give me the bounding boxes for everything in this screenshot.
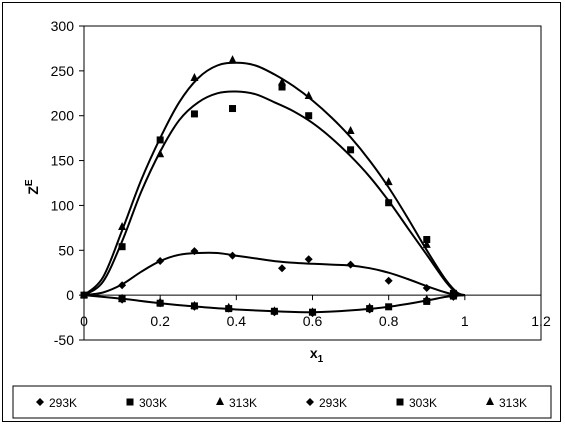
- data-point-triangle-313k: [346, 125, 355, 134]
- legend-label: 293K: [319, 396, 347, 410]
- plot-area: [83, 25, 542, 341]
- data-point-diamond-293k: [156, 257, 165, 266]
- data-point-square-303k: [385, 199, 393, 207]
- data-point-square-303k: [385, 303, 393, 311]
- data-point-diamond-293k: [228, 251, 237, 260]
- data-point-diamond-293k: [278, 264, 287, 273]
- x-tick-label: 0.4: [227, 313, 247, 329]
- legend-label: 303K: [409, 396, 437, 410]
- data-point-triangle-313k: [224, 302, 233, 311]
- legend-marker-diamond: [306, 398, 314, 406]
- data-point-square-303k: [156, 136, 164, 144]
- data-point-triangle-313k: [228, 55, 237, 64]
- data-point-diamond-293k: [384, 276, 393, 285]
- data-point-diamond-293k: [118, 281, 127, 290]
- data-point-square-303k: [347, 146, 355, 154]
- data-point-triangle-313k: [422, 239, 431, 248]
- x-axis-title: x1: [310, 345, 324, 365]
- x-tick-label: 1: [461, 313, 469, 329]
- data-point-triangle-313k: [190, 300, 199, 309]
- data-point-triangle-313k: [308, 307, 317, 316]
- y-tick-label: 300: [51, 18, 75, 34]
- data-point-triangle-313k: [80, 290, 88, 299]
- data-point-square-303k: [278, 83, 286, 91]
- legend-label: 293K: [49, 396, 77, 410]
- legend-label: 313K: [499, 396, 527, 410]
- data-point-triangle-313k: [118, 221, 127, 230]
- x-tick-label: 1.2: [531, 313, 551, 329]
- x-axis-title-main: x: [310, 345, 318, 361]
- data-point-triangle-313k: [422, 294, 431, 303]
- legend-marker-triangle: [486, 397, 494, 405]
- legend-box: [12, 385, 552, 419]
- x-axis-title-subscript: 1: [318, 354, 324, 365]
- data-point-triangle-313k: [270, 306, 279, 315]
- data-point-square-303k: [423, 236, 431, 244]
- y-axis-title-main: Z: [25, 186, 41, 195]
- y-tick-label: 200: [51, 108, 75, 124]
- y-axis-ticks: -50 0 50 100 150 200 250 300: [51, 18, 84, 348]
- y-tick-label: -50: [54, 332, 74, 348]
- legend: 293K 303K 313K 293K 303K 313K: [12, 385, 552, 419]
- data-point-square-303k: [118, 243, 126, 251]
- plot-area-border: [83, 25, 542, 341]
- data-markers: [80, 55, 458, 318]
- legend-marker-square: [396, 398, 404, 406]
- y-tick-label: 250: [51, 63, 75, 79]
- data-point-triangle-313k: [118, 293, 127, 302]
- data-point-triangle-313k: [156, 297, 165, 306]
- legend-marker-square: [126, 398, 134, 406]
- data-point-triangle-313k: [190, 73, 199, 82]
- legend-marker-diamond: [36, 398, 44, 406]
- x-tick-label: 0.2: [150, 313, 170, 329]
- data-point-square-303k: [449, 292, 457, 300]
- x-tick-label: 0.6: [303, 313, 323, 329]
- data-point-square-303k: [190, 110, 198, 118]
- data-point-triangle-313k: [156, 149, 165, 158]
- data-point-diamond-293k: [190, 247, 199, 256]
- y-axis-title: ZE: [24, 179, 41, 195]
- data-point-diamond-293k: [422, 283, 431, 292]
- fit-curve-303k: [83, 90, 466, 297]
- data-point-triangle-313k: [278, 77, 287, 86]
- data-point-diamond-293k: [304, 255, 313, 264]
- y-axis-title-superscript: E: [24, 179, 35, 186]
- y-tick-label: 100: [51, 197, 75, 213]
- axis-titles: x1 ZE: [24, 179, 324, 365]
- data-point-square-303k: [229, 105, 237, 113]
- y-tick-label: 150: [51, 153, 75, 169]
- y-tick-label: 0: [66, 287, 74, 303]
- x-tick-label: 0.8: [379, 313, 399, 329]
- fit-curve-313k: [83, 61, 466, 297]
- legend-label: 313K: [229, 396, 257, 410]
- fit-curve-293k: [83, 251, 465, 297]
- legend-marker-triangle: [216, 397, 224, 405]
- data-point-triangle-313k: [365, 302, 374, 311]
- x-tick-label: 0: [80, 313, 88, 329]
- data-point-triangle-313k: [384, 177, 393, 186]
- data-point-square-303k: [305, 112, 313, 120]
- data-point-diamond-293k: [346, 260, 355, 269]
- y-tick-label: 50: [58, 242, 74, 258]
- x-axis-ticks: 0 0.2 0.4 0.6 0.8 1 1.2: [80, 295, 551, 329]
- legend-label: 303K: [139, 396, 167, 410]
- data-point-triangle-313k: [304, 90, 313, 99]
